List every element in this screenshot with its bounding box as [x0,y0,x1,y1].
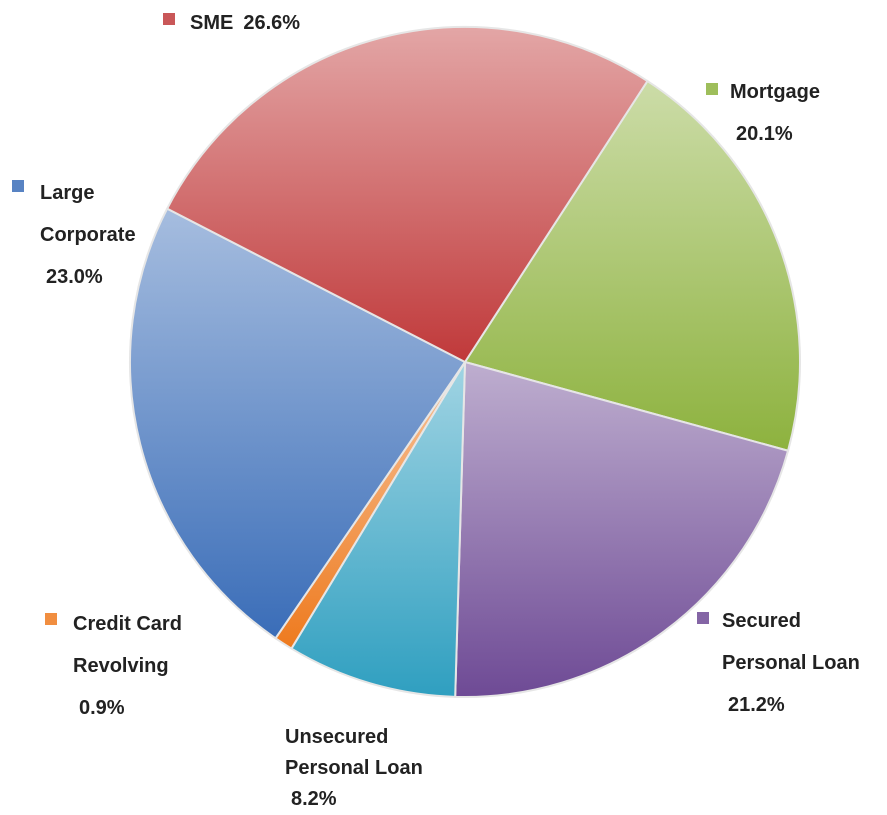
value-label: 20.1% [736,123,793,145]
legend-swatch [697,612,709,624]
legend-swatch [706,83,718,95]
value-label: 23.0% [46,266,103,288]
pie-slice [129,207,467,640]
category-label: Secured Personal Loan [722,610,860,674]
category-label: Mortgage [730,81,820,103]
slice-label: Unsecured Personal Loan 8.2% [285,722,455,815]
value-label: 21.2% [728,694,785,716]
slice-label: Mortgage 20.1% [706,71,887,155]
value-label: 26.6% [243,12,301,34]
value-label: 0.9% [79,697,125,719]
legend-swatch [163,13,175,25]
value-label: 8.2% [291,788,337,810]
category-label: Credit Card Revolving [73,613,182,677]
slice-label: Credit Card Revolving 0.9% [45,603,195,729]
pie-slice [463,79,801,452]
category-label: Unsecured Personal Loan [285,726,423,779]
pie-slice [165,26,649,364]
pie-slice [290,358,467,698]
slice-label: Secured Personal Loan 21.2% [697,600,877,726]
slice-label: SME 26.6% [163,2,463,44]
legend-swatch [45,613,57,625]
slice-label: Large Corporate 23.0% [12,172,142,298]
pie-slice [454,360,790,698]
category-label: Large Corporate [40,182,136,246]
category-label: SME [190,12,234,34]
legend-swatch [12,180,24,192]
